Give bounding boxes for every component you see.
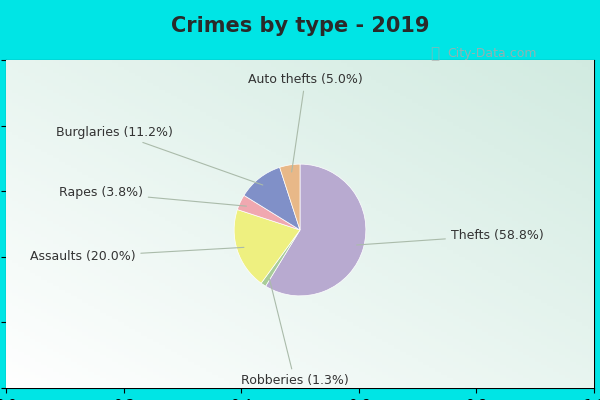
Text: Crimes by type - 2019: Crimes by type - 2019 xyxy=(171,16,429,36)
Text: Assaults (20.0%): Assaults (20.0%) xyxy=(29,247,244,263)
Text: Auto thefts (5.0%): Auto thefts (5.0%) xyxy=(248,73,362,172)
Text: Robberies (1.3%): Robberies (1.3%) xyxy=(241,279,349,387)
Text: Burglaries (11.2%): Burglaries (11.2%) xyxy=(56,126,263,185)
Text: City-Data.com: City-Data.com xyxy=(447,48,537,60)
Wedge shape xyxy=(261,230,300,286)
Text: Thefts (58.8%): Thefts (58.8%) xyxy=(356,229,544,245)
Wedge shape xyxy=(238,195,300,230)
Text: ⦿: ⦿ xyxy=(430,46,440,62)
Wedge shape xyxy=(244,167,300,230)
Wedge shape xyxy=(266,164,366,296)
Wedge shape xyxy=(234,210,300,283)
Wedge shape xyxy=(280,164,300,230)
Text: Rapes (3.8%): Rapes (3.8%) xyxy=(59,186,247,206)
